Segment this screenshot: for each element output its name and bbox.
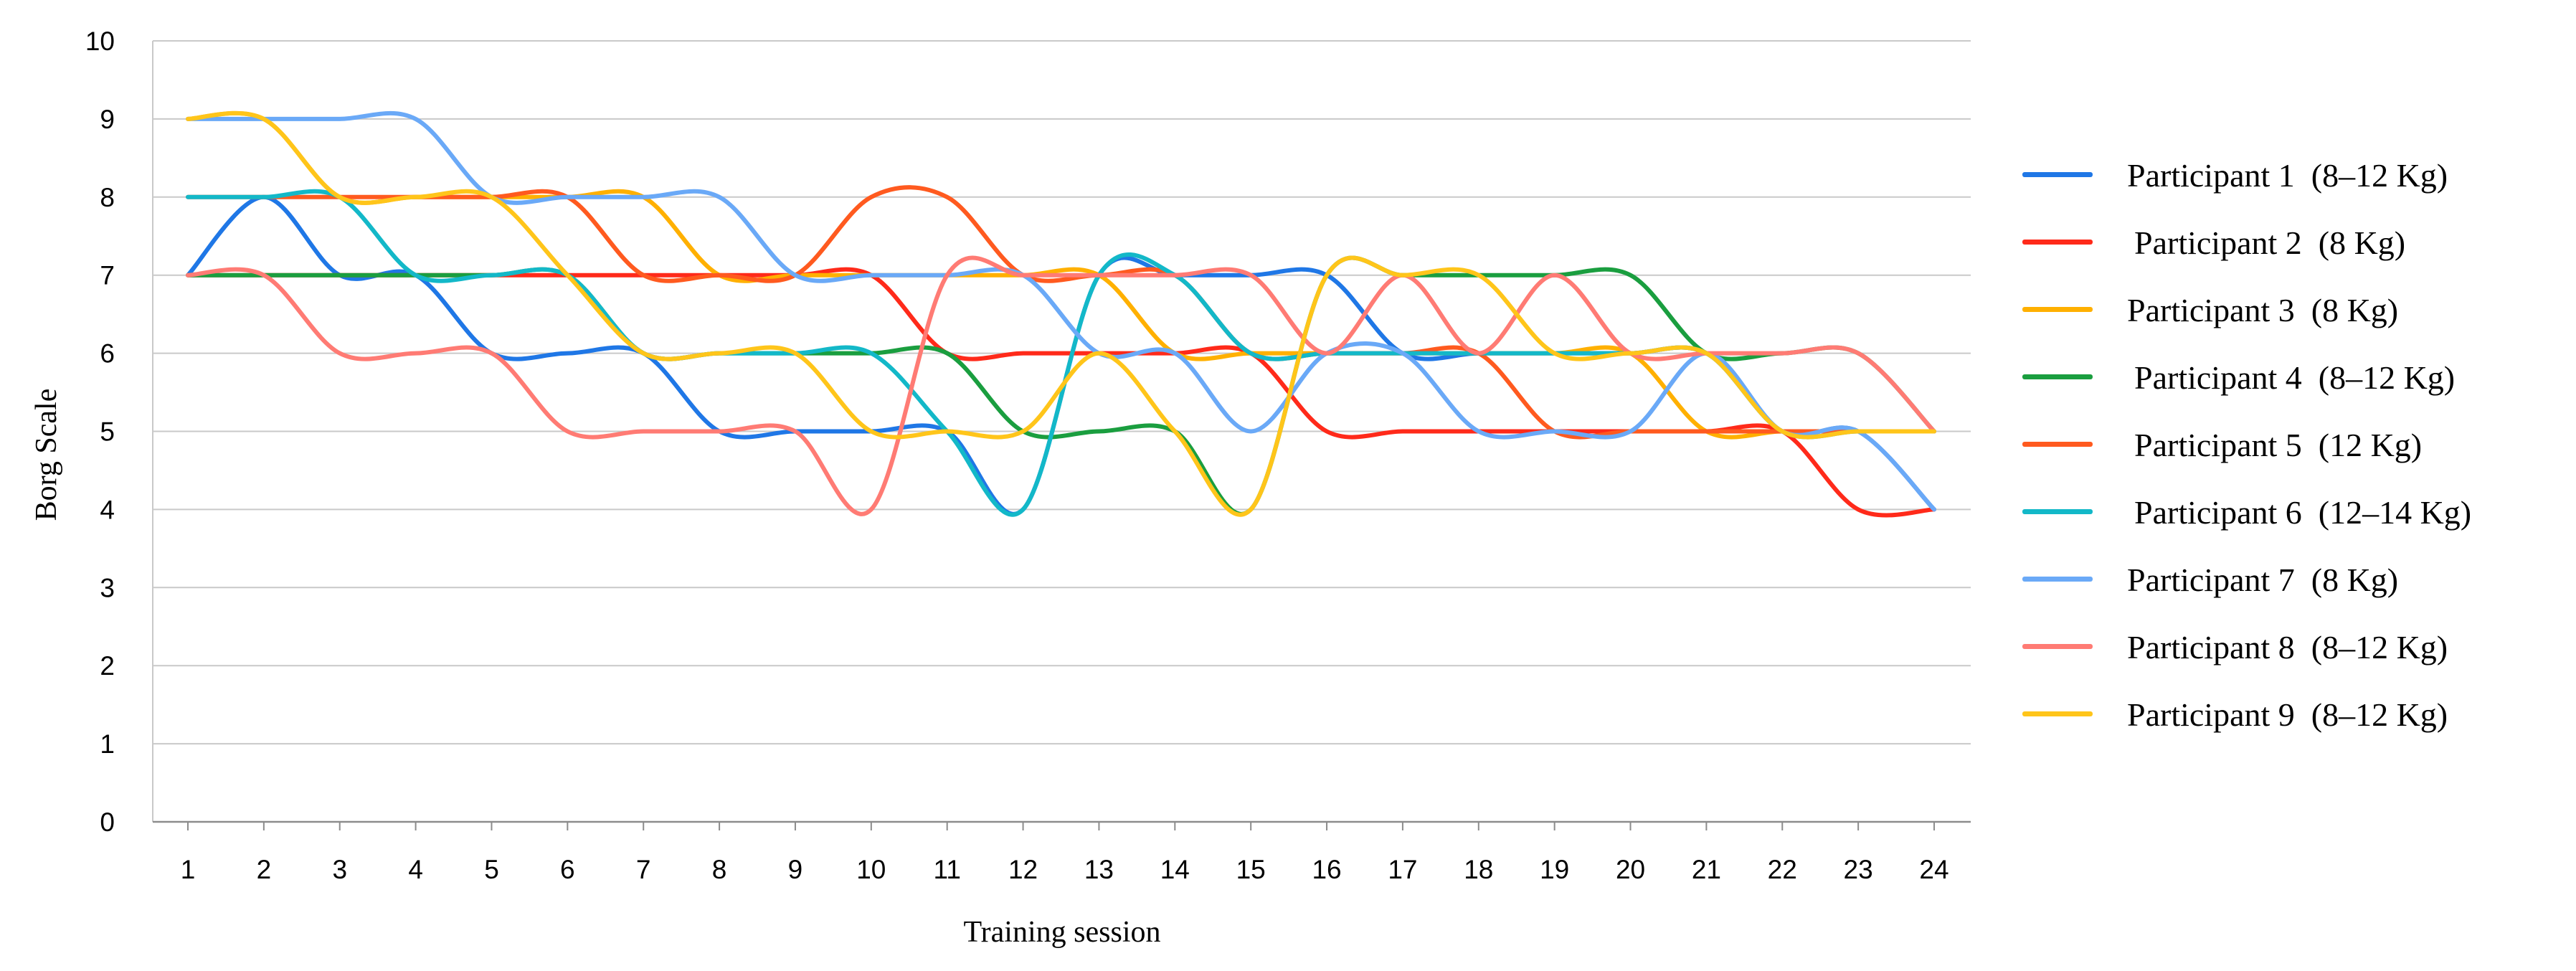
y-tick-label: 3 <box>100 573 115 602</box>
legend-swatch <box>2022 577 2093 582</box>
legend-item-participant-3: Participant 3 (8 Kg) <box>2022 278 2567 346</box>
x-tick-label: 6 <box>560 855 575 884</box>
x-tick-label: 12 <box>1008 855 1038 884</box>
y-tick-label: 9 <box>100 105 115 134</box>
x-tick-label: 19 <box>1540 855 1569 884</box>
x-tick-label: 9 <box>788 855 803 884</box>
x-tick-label: 23 <box>1844 855 1873 884</box>
axes <box>152 41 1971 823</box>
x-tick-label: 8 <box>712 855 727 884</box>
legend-swatch <box>2022 442 2093 447</box>
y-axis-ticks: 0 1 2 3 4 5 6 7 8 9 10 <box>85 27 115 837</box>
y-tick-label: 7 <box>100 261 115 290</box>
y-tick-label: 6 <box>100 339 115 369</box>
x-tick-label: 11 <box>933 855 960 884</box>
legend-swatch <box>2022 644 2093 649</box>
x-tick-label: 24 <box>1919 855 1948 884</box>
legend-item-participant-9: Participant 9 (8–12 Kg) <box>2022 683 2567 750</box>
legend-item-participant-1: Participant 1 (8–12 Kg) <box>2022 143 2567 211</box>
legend-label: Participant 7 (8 Kg) <box>2127 562 2399 598</box>
y-tick-label: 4 <box>100 495 115 524</box>
legend-swatch <box>2022 307 2093 312</box>
y-tick-label: 8 <box>100 183 115 212</box>
legend-swatch <box>2022 509 2093 514</box>
y-axis-title: Borg Scale <box>30 389 63 521</box>
legend-label: Participant 1 (8–12 Kg) <box>2127 157 2448 194</box>
y-tick-label: 10 <box>85 27 115 56</box>
series-lines <box>186 110 1936 518</box>
x-axis-title: Training session <box>964 916 1161 949</box>
x-tick-label: 22 <box>1768 855 1797 884</box>
series-line-participant-8 <box>186 255 1936 516</box>
legend-swatch <box>2022 172 2093 177</box>
legend-label: Participant 8 (8–12 Kg) <box>2127 629 2448 666</box>
x-tick-label: 16 <box>1312 855 1341 884</box>
x-tick-label: 1 <box>181 855 196 884</box>
legend-item-participant-4: Participant 4 (8–12 Kg) <box>2022 346 2567 413</box>
legend-item-participant-2: Participant 2 (8 Kg) <box>2022 211 2567 278</box>
y-tick-label: 2 <box>100 651 115 681</box>
legend-label: Participant 4 (8–12 Kg) <box>2134 359 2456 396</box>
x-axis-ticks: 1 2 3 4 5 6 7 8 9 10 11 12 13 14 15 16 17 18 19 20 21 22 23 24 <box>181 822 1949 884</box>
x-tick-label: 4 <box>408 855 423 884</box>
x-tick-label: 21 <box>1692 855 1721 884</box>
legend-label: Participant 2 (8 Kg) <box>2134 224 2406 261</box>
legend-swatch <box>2022 374 2093 379</box>
x-tick-label: 13 <box>1084 855 1114 884</box>
y-tick-label: 5 <box>100 417 115 447</box>
legend-item-participant-7: Participant 7 (8 Kg) <box>2022 548 2567 615</box>
legend-label: Participant 5 (12 Kg) <box>2134 427 2423 463</box>
x-tick-label: 10 <box>856 855 886 884</box>
x-tick-label: 3 <box>332 855 347 884</box>
x-tick-label: 17 <box>1388 855 1417 884</box>
y-tick-label: 0 <box>100 807 115 837</box>
x-tick-label: 14 <box>1160 855 1190 884</box>
legend-swatch <box>2022 711 2093 716</box>
x-tick-label: 7 <box>636 855 651 884</box>
series-line-participant-9 <box>186 110 1936 517</box>
x-tick-label: 5 <box>484 855 499 884</box>
x-tick-label: 15 <box>1236 855 1266 884</box>
legend-label: Participant 6 (12–14 Kg) <box>2134 494 2472 531</box>
x-tick-label: 20 <box>1616 855 1645 884</box>
legend-item-participant-8: Participant 8 (8–12 Kg) <box>2022 615 2567 683</box>
legend-swatch <box>2022 240 2093 245</box>
x-tick-label: 2 <box>257 855 272 884</box>
legend-item-participant-5: Participant 5 (12 Kg) <box>2022 413 2567 480</box>
legend: Participant 1 (8–12 Kg) Participant 2 (8 … <box>2022 143 2567 750</box>
y-tick-label: 1 <box>100 729 115 759</box>
legend-label: Participant 3 (8 Kg) <box>2127 292 2399 328</box>
legend-item-participant-6: Participant 6 (12–14 Kg) <box>2022 480 2567 548</box>
x-tick-label: 18 <box>1464 855 1493 884</box>
legend-label: Participant 9 (8–12 Kg) <box>2127 696 2448 733</box>
